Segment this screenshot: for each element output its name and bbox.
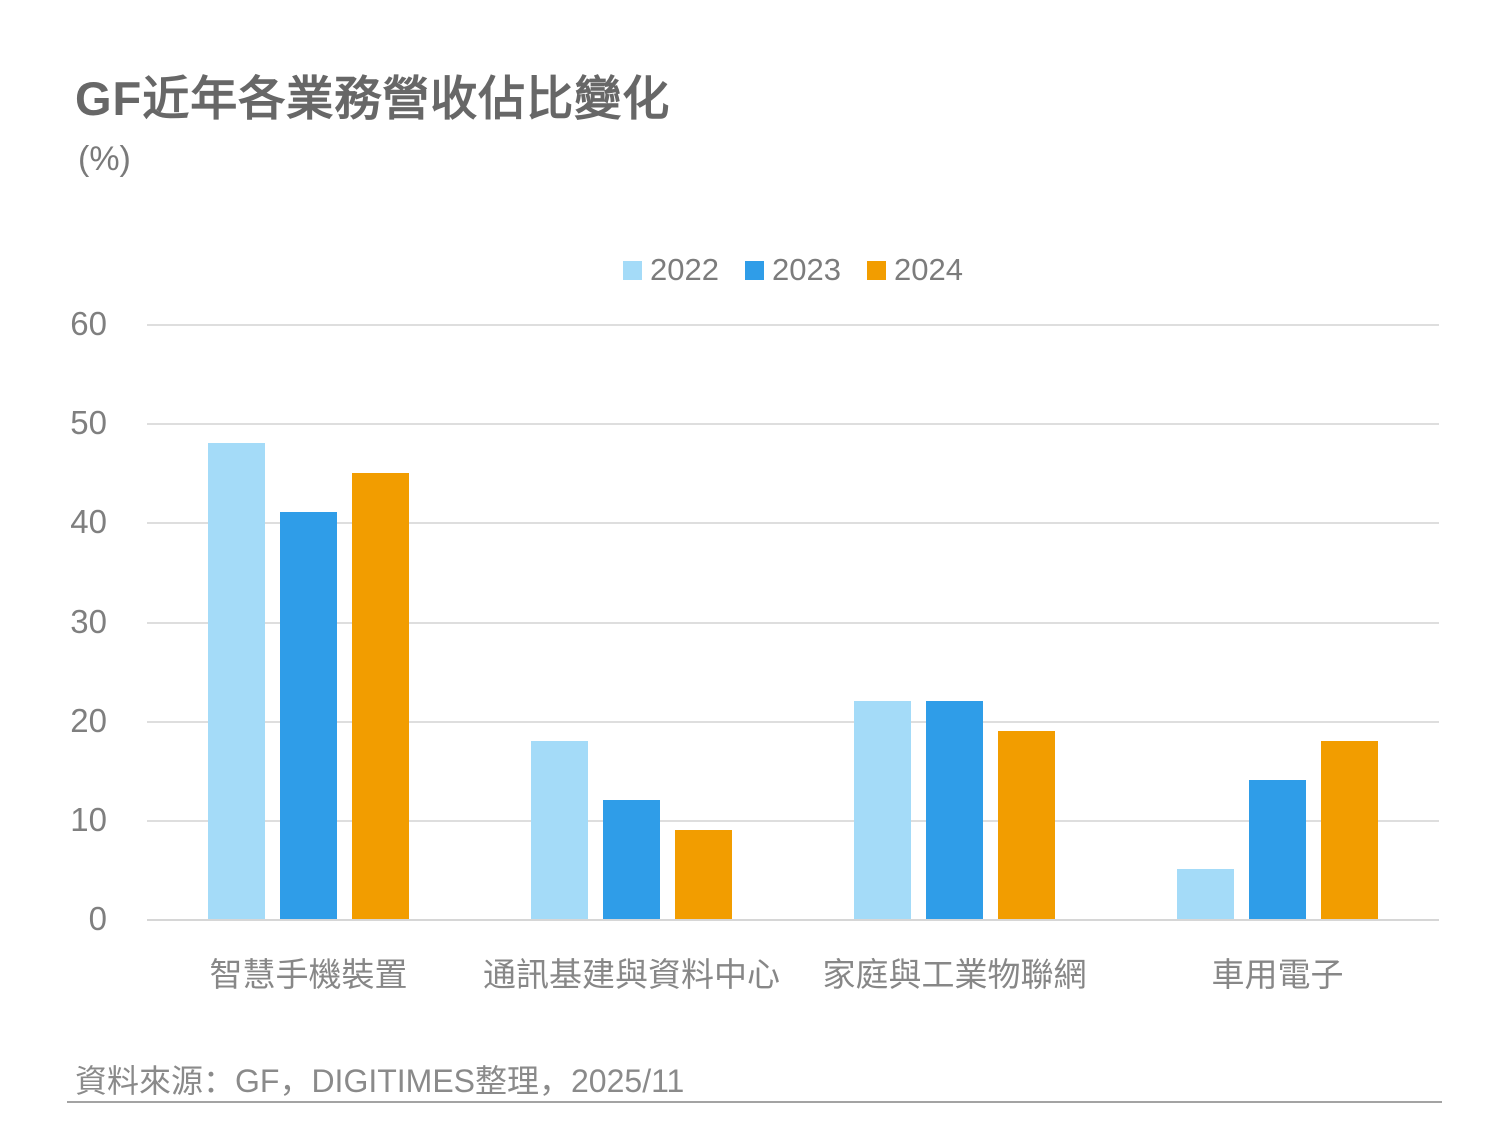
legend-swatch-icon <box>866 260 886 280</box>
legend-label: 2023 <box>772 252 841 287</box>
x-category-label: 家庭與工業物聯網 <box>822 956 1087 993</box>
y-tick-label: 20 <box>70 701 107 739</box>
bar-group <box>470 324 793 919</box>
bar-2023 <box>926 700 983 919</box>
bar-groups <box>147 324 1439 919</box>
y-tick-label: 10 <box>70 800 107 838</box>
gridline <box>147 324 1439 326</box>
y-tick-label: 50 <box>70 404 107 442</box>
bar-2023 <box>1249 780 1306 919</box>
y-tick-label: 40 <box>70 503 107 541</box>
legend-item-2023: 2023 <box>745 252 841 288</box>
bar-group <box>147 324 470 919</box>
x-category-label: 車用電子 <box>1211 956 1344 993</box>
y-axis-tick-labels: 0 10 20 30 40 50 60 <box>0 0 107 1125</box>
y-tick-label: 60 <box>70 305 107 342</box>
bar-2022 <box>531 740 588 919</box>
bar-2024 <box>1321 740 1378 919</box>
x-category-label: 通訊基建與資料中心 <box>483 956 780 993</box>
legend-item-2024: 2024 <box>866 252 963 288</box>
bar-2023 <box>603 800 660 919</box>
y-tick-label: 0 <box>88 900 107 937</box>
x-axis-category-labels: 智慧手機裝置 通訊基建與資料中心 家庭與工業物聯網 車用電子 <box>147 948 1439 996</box>
x-axis-baseline <box>147 919 1439 921</box>
gridline <box>147 819 1439 822</box>
gridline <box>147 522 1439 525</box>
bar-2022 <box>1177 869 1234 919</box>
bar-2023 <box>280 512 337 919</box>
legend-label: 2024 <box>893 252 963 287</box>
y-tick-label: 30 <box>70 602 107 640</box>
legend-item-2022: 2022 <box>623 252 719 288</box>
x-category-label: 智慧手機裝置 <box>209 956 408 993</box>
gridline <box>147 423 1439 426</box>
chart-title: GF近年各業務營收佔比變化 <box>75 72 671 125</box>
gridline <box>147 621 1439 624</box>
bar-2024 <box>998 730 1055 919</box>
footer-rule <box>67 1101 1442 1103</box>
source-note: 資料來源：GF，DIGITIMES整理，2025/11 <box>75 1063 685 1099</box>
bar-2024 <box>352 472 409 919</box>
bar-2022 <box>854 700 911 919</box>
legend-swatch-icon <box>745 260 765 280</box>
bar-2024 <box>675 829 732 919</box>
legend-label: 2022 <box>650 252 720 287</box>
plot-area <box>147 324 1439 921</box>
legend: 2022 2023 2024 <box>147 252 1439 288</box>
bar-2022 <box>208 443 265 919</box>
gridline <box>147 720 1439 723</box>
bar-group <box>1116 324 1439 919</box>
y-axis-unit-label: (%) <box>78 140 131 178</box>
legend-swatch-icon <box>623 260 643 280</box>
bar-group <box>793 324 1116 919</box>
